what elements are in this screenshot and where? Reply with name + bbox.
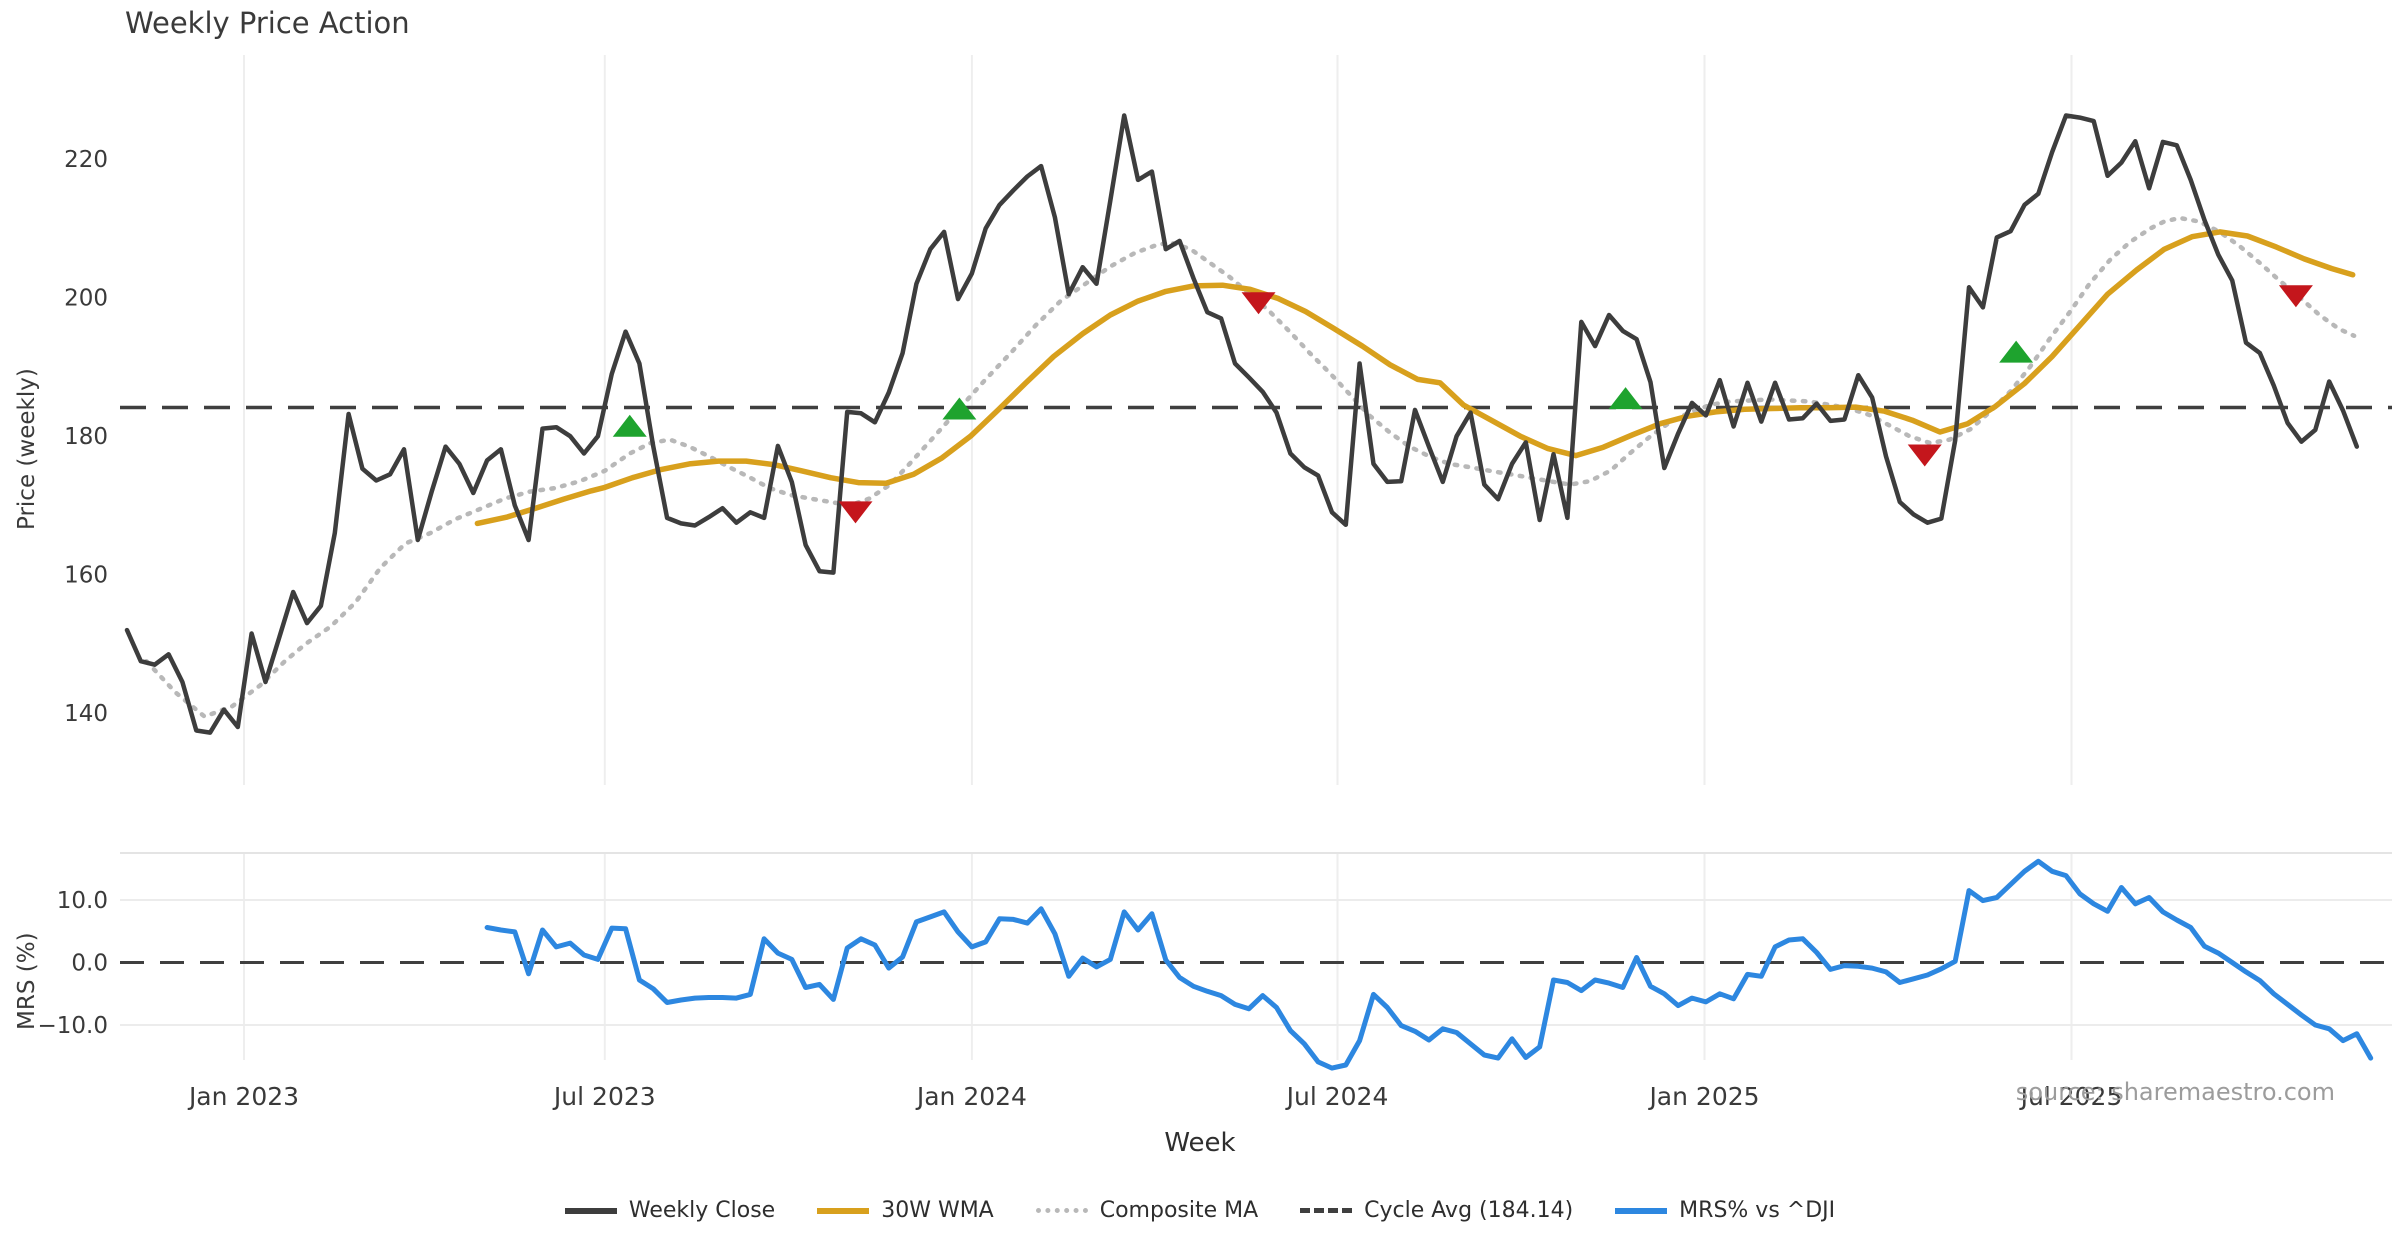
sell-signal-marker (1907, 444, 1942, 467)
price-ytick: 220 (64, 147, 108, 173)
legend-item-mrs-vs-dji: MRS% vs ^DJI (1615, 1198, 1835, 1223)
legend-item-weekly-close: Weekly Close (564, 1198, 776, 1223)
sell-signal-marker (838, 501, 873, 524)
legend-line-sample (1035, 1208, 1088, 1213)
mrs-ytick: −10.0 (38, 1013, 108, 1039)
buy-signal-marker (1999, 340, 2034, 363)
legend-item-cycle-avg-184-14: Cycle Avg (184.14) (1300, 1198, 1573, 1223)
mrs-ytick: 10.0 (57, 888, 108, 914)
price-axis-label: Price (weekly) (14, 368, 40, 530)
x-tick: Jan 2025 (1647, 1082, 1759, 1111)
legend-label: Weekly Close (628, 1198, 776, 1223)
legend-line-sample (564, 1207, 617, 1214)
page-title: Weekly Price Action (125, 6, 410, 40)
legend-label: Composite MA (1099, 1198, 1259, 1223)
x-tick: Jan 2023 (187, 1082, 299, 1111)
x-tick: Jul 2023 (552, 1082, 656, 1111)
legend-item-30w-wma: 30W WMA (817, 1198, 994, 1223)
mrs-axis-label: MRS (%) (14, 932, 40, 1030)
price-ytick: 140 (64, 701, 108, 727)
mrs-ytick: 0.0 (71, 951, 108, 977)
legend-label: MRS% vs ^DJI (1679, 1198, 1836, 1223)
x-tick: Jul 2024 (1285, 1082, 1389, 1111)
x-tick: Jul 2025 (2019, 1082, 2123, 1111)
mrs-line (484, 858, 2374, 1071)
weekly-close-line (124, 113, 2360, 735)
legend-line-sample (1615, 1207, 1668, 1214)
price-ytick: 160 (64, 563, 108, 589)
buy-signal-marker (612, 414, 647, 437)
x-tick: Jan 2024 (915, 1082, 1027, 1111)
legend-line-sample (817, 1207, 870, 1214)
price-ytick: 200 (64, 286, 108, 312)
sell-signal-marker (1241, 292, 1276, 315)
buy-signal-marker (942, 397, 977, 420)
sell-signal-marker (2278, 285, 2313, 308)
buy-signal-marker (1608, 387, 1643, 410)
legend-label: 30W WMA (881, 1198, 994, 1223)
wma30-line (474, 229, 2356, 527)
source-watermark: source: sharemaestro.com (2015, 1078, 2335, 1106)
legend-line-sample (1300, 1208, 1353, 1213)
legend: Weekly Close 30W WMA Composite MA Cycle Avg… (0, 1198, 2400, 1223)
x-axis-label: Week (1164, 1128, 1236, 1158)
legend-label: Cycle Avg (184.14) (1364, 1198, 1574, 1223)
legend-item-composite-ma: Composite MA (1035, 1198, 1259, 1223)
price-ytick: 180 (64, 424, 108, 450)
composite-ma-line (144, 215, 2357, 719)
